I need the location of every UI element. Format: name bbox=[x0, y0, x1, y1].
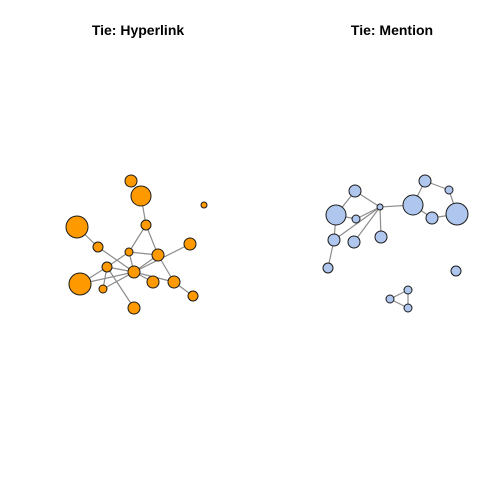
nodes-mention bbox=[322, 174, 469, 313]
node-m1 bbox=[348, 184, 362, 198]
node-h15 bbox=[127, 301, 141, 315]
edge-m4-m5 bbox=[333, 206, 381, 241]
panel-hyperlink: Tie: Hyperlink bbox=[65, 22, 208, 315]
node-m13 bbox=[445, 202, 469, 226]
node-h1 bbox=[124, 174, 138, 188]
node-m16 bbox=[385, 294, 395, 304]
node-h9 bbox=[101, 261, 113, 273]
node-m14 bbox=[450, 265, 462, 277]
node-m15 bbox=[403, 285, 413, 295]
node-h11 bbox=[68, 272, 92, 296]
node-m10 bbox=[418, 174, 432, 188]
edges-hyperlink bbox=[76, 195, 194, 309]
node-m17 bbox=[403, 303, 413, 313]
node-m2 bbox=[325, 204, 347, 226]
node-h7 bbox=[124, 247, 134, 257]
node-m5 bbox=[327, 233, 341, 247]
node-h17 bbox=[183, 237, 197, 251]
panel-title-hyperlink: Tie: Hyperlink bbox=[92, 22, 185, 38]
node-h13 bbox=[146, 275, 160, 289]
node-h3 bbox=[200, 201, 208, 209]
node-h6 bbox=[92, 241, 104, 253]
node-m12 bbox=[444, 185, 454, 195]
node-m8 bbox=[322, 262, 334, 274]
node-h10 bbox=[127, 265, 141, 279]
node-m4 bbox=[376, 203, 384, 211]
node-m9 bbox=[402, 194, 424, 216]
edge-m4-m6 bbox=[353, 206, 381, 243]
node-h5 bbox=[140, 219, 152, 231]
edge-h6-h10 bbox=[97, 246, 135, 273]
panel-mention: Tie: Mention bbox=[322, 22, 469, 313]
panel-title-mention: Tie: Mention bbox=[351, 22, 433, 38]
node-h12 bbox=[98, 284, 108, 294]
node-m6 bbox=[347, 235, 361, 249]
node-h14 bbox=[167, 275, 181, 289]
node-h2 bbox=[130, 185, 152, 207]
node-h16 bbox=[187, 290, 199, 302]
node-m11 bbox=[425, 211, 439, 225]
edges-mention bbox=[327, 180, 458, 309]
node-m3 bbox=[351, 214, 361, 224]
node-h4 bbox=[65, 215, 89, 239]
node-h8 bbox=[151, 248, 165, 262]
edge-h9-h15 bbox=[106, 266, 135, 309]
nodes-hyperlink bbox=[65, 174, 208, 315]
node-m7 bbox=[374, 230, 388, 244]
